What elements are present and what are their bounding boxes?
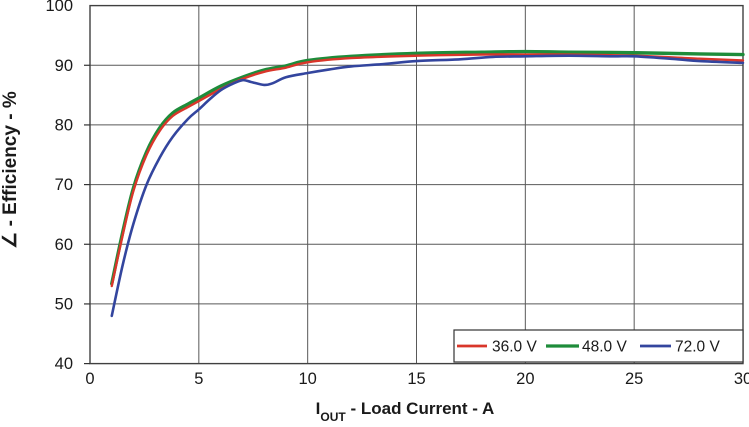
svg-text:20: 20 (516, 370, 534, 388)
svg-text:100: 100 (45, 0, 73, 15)
svg-text:IOUT - Load Current - A: IOUT - Load Current - A (316, 399, 495, 422)
svg-text:80: 80 (55, 117, 73, 135)
svg-text:50: 50 (55, 296, 73, 314)
svg-text:30: 30 (734, 370, 749, 388)
svg-text:∠ - Efficiency - %: ∠ - Efficiency - % (0, 91, 21, 249)
svg-text:72.0 V: 72.0 V (675, 339, 720, 356)
svg-text:15: 15 (407, 370, 425, 388)
svg-text:36.0 V: 36.0 V (492, 339, 537, 356)
svg-text:40: 40 (55, 355, 73, 373)
svg-text:0: 0 (85, 370, 94, 388)
svg-text:60: 60 (55, 236, 73, 254)
svg-text:25: 25 (625, 370, 643, 388)
svg-text:5: 5 (194, 370, 203, 388)
svg-text:70: 70 (55, 176, 73, 194)
svg-text:48.0 V: 48.0 V (582, 339, 627, 356)
svg-text:10: 10 (298, 370, 316, 388)
svg-text:90: 90 (55, 57, 73, 75)
